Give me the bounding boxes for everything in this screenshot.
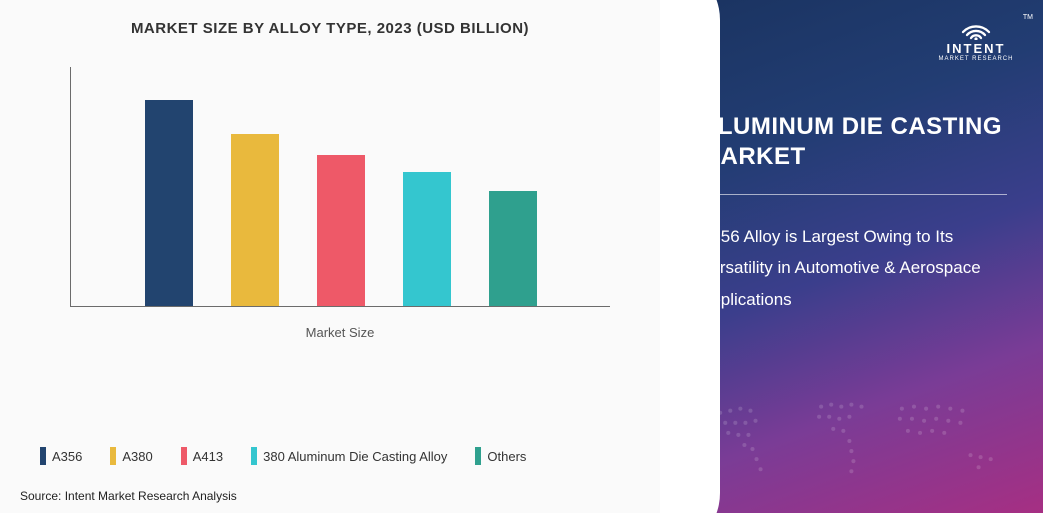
legend-item-2: A413 (181, 447, 223, 465)
legend-swatch (181, 447, 187, 465)
legend-item-1: A380 (110, 447, 152, 465)
chart-area: Market Size (70, 67, 610, 407)
source-line: Source: Intent Market Research Analysis (20, 489, 630, 503)
trademark-symbol: TM (1023, 14, 1033, 21)
legend-swatch (40, 447, 46, 465)
market-name-heading: ALUMINUM DIE CASTING MARKET (700, 112, 1007, 172)
legend-item-0: A356 (40, 447, 82, 465)
legend-label: A356 (52, 449, 82, 464)
bar-plot (70, 67, 610, 307)
bar-1 (231, 134, 279, 306)
legend-item-3: 380 Aluminum Die Casting Alloy (251, 447, 447, 465)
legend-swatch (475, 447, 481, 465)
bar-group (71, 67, 610, 306)
legend-label: Others (487, 449, 526, 464)
legend-label: A380 (122, 449, 152, 464)
insight-text: A356 Alloy is Largest Owing to Its Versa… (700, 221, 990, 315)
logo-tagline-text: MARKET RESEARCH (931, 56, 1021, 62)
bar-3 (403, 172, 451, 306)
insight-panel: INTENT MARKET RESEARCH TM ALUMINUM DIE C… (660, 0, 1043, 513)
brand-logo: INTENT MARKET RESEARCH (931, 12, 1021, 62)
bar-0 (145, 100, 193, 306)
bar-2 (317, 155, 365, 306)
chart-panel: MARKET SIZE BY ALLOY TYPE, 2023 (USD BIL… (0, 0, 660, 513)
legend: A356 A380 A413 380 Aluminum Die Casting All… (40, 447, 620, 465)
legend-label: 380 Aluminum Die Casting Alloy (263, 449, 447, 464)
logo-brand-text: INTENT (931, 42, 1021, 55)
chart-title: MARKET SIZE BY ALLOY TYPE, 2023 (USD BIL… (30, 20, 630, 37)
wifi-icon (959, 12, 993, 40)
legend-item-4: Others (475, 447, 526, 465)
bar-4 (489, 191, 537, 306)
divider-line (700, 194, 1007, 195)
world-map-decoration (700, 383, 1023, 503)
legend-label: A413 (193, 449, 223, 464)
x-axis-label: Market Size (70, 325, 610, 340)
legend-swatch (110, 447, 116, 465)
legend-swatch (251, 447, 257, 465)
